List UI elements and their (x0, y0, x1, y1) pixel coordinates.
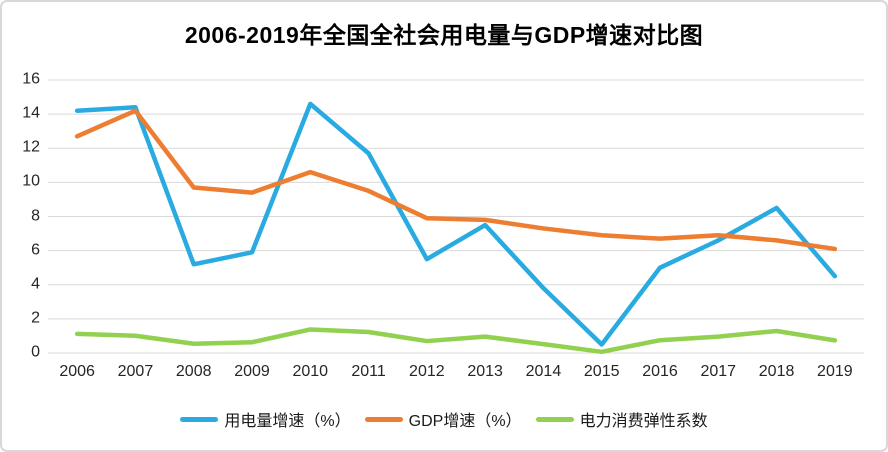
y-axis-tick-label: 8 (31, 207, 40, 225)
x-axis-tick-label: 2013 (467, 363, 503, 380)
x-axis-tick-label: 2015 (583, 363, 620, 380)
legend-item-label: 用电量增速（%） (224, 413, 351, 430)
x-axis-tick-label: 2010 (292, 363, 329, 380)
legend-item-label: 电力消费弹性系数 (579, 413, 708, 430)
legend-item-label: GDP增速（%） (408, 413, 522, 430)
y-axis-tick-label: 6 (31, 241, 40, 259)
x-axis-tick-label: 2016 (642, 363, 678, 380)
x-axis-tick-label: 2019 (817, 363, 853, 380)
x-axis-tick-label: 2018 (758, 363, 795, 380)
y-axis-tick-label: 2 (31, 309, 40, 327)
y-axis-tick-label: 0 (31, 343, 40, 361)
legend-line-swatch-icon (180, 416, 219, 422)
x-axis-tick-label: 2006 (59, 363, 95, 380)
series-line-2 (74, 327, 838, 355)
y-axis-tick-label: 16 (22, 70, 40, 88)
series-line-0 (74, 101, 838, 347)
legend-item: 用电量增速（%） (180, 407, 351, 431)
chart-title: 2006-2019年全国全社会用电量与GDP增速对比图 (184, 22, 704, 48)
legend-item: GDP增速（%） (364, 407, 522, 431)
legend-line-swatch-icon (535, 416, 574, 422)
legend: 用电量增速（%） GDP增速（%） 电力消费弹性系数 (2, 407, 886, 431)
series-line-1 (74, 108, 838, 252)
legend-line-swatch-icon (364, 416, 403, 422)
y-axis-tick-label: 4 (31, 275, 40, 293)
x-axis-tick-label: 2012 (409, 363, 445, 380)
x-axis-tick-label: 2017 (700, 363, 737, 380)
x-axis-tick-label: 2008 (175, 363, 212, 380)
y-axis-tick-label: 12 (22, 138, 40, 156)
y-axis-tick-label: 14 (22, 104, 40, 122)
legend-item: 电力消费弹性系数 (535, 407, 708, 431)
x-axis-tick-label: 2014 (525, 363, 562, 380)
x-axis-tick-label: 2011 (351, 363, 386, 380)
y-axis-tick-label: 10 (22, 173, 40, 191)
x-axis-tick-label: 2007 (117, 363, 154, 380)
x-axis-tick-label: 2009 (234, 363, 270, 380)
